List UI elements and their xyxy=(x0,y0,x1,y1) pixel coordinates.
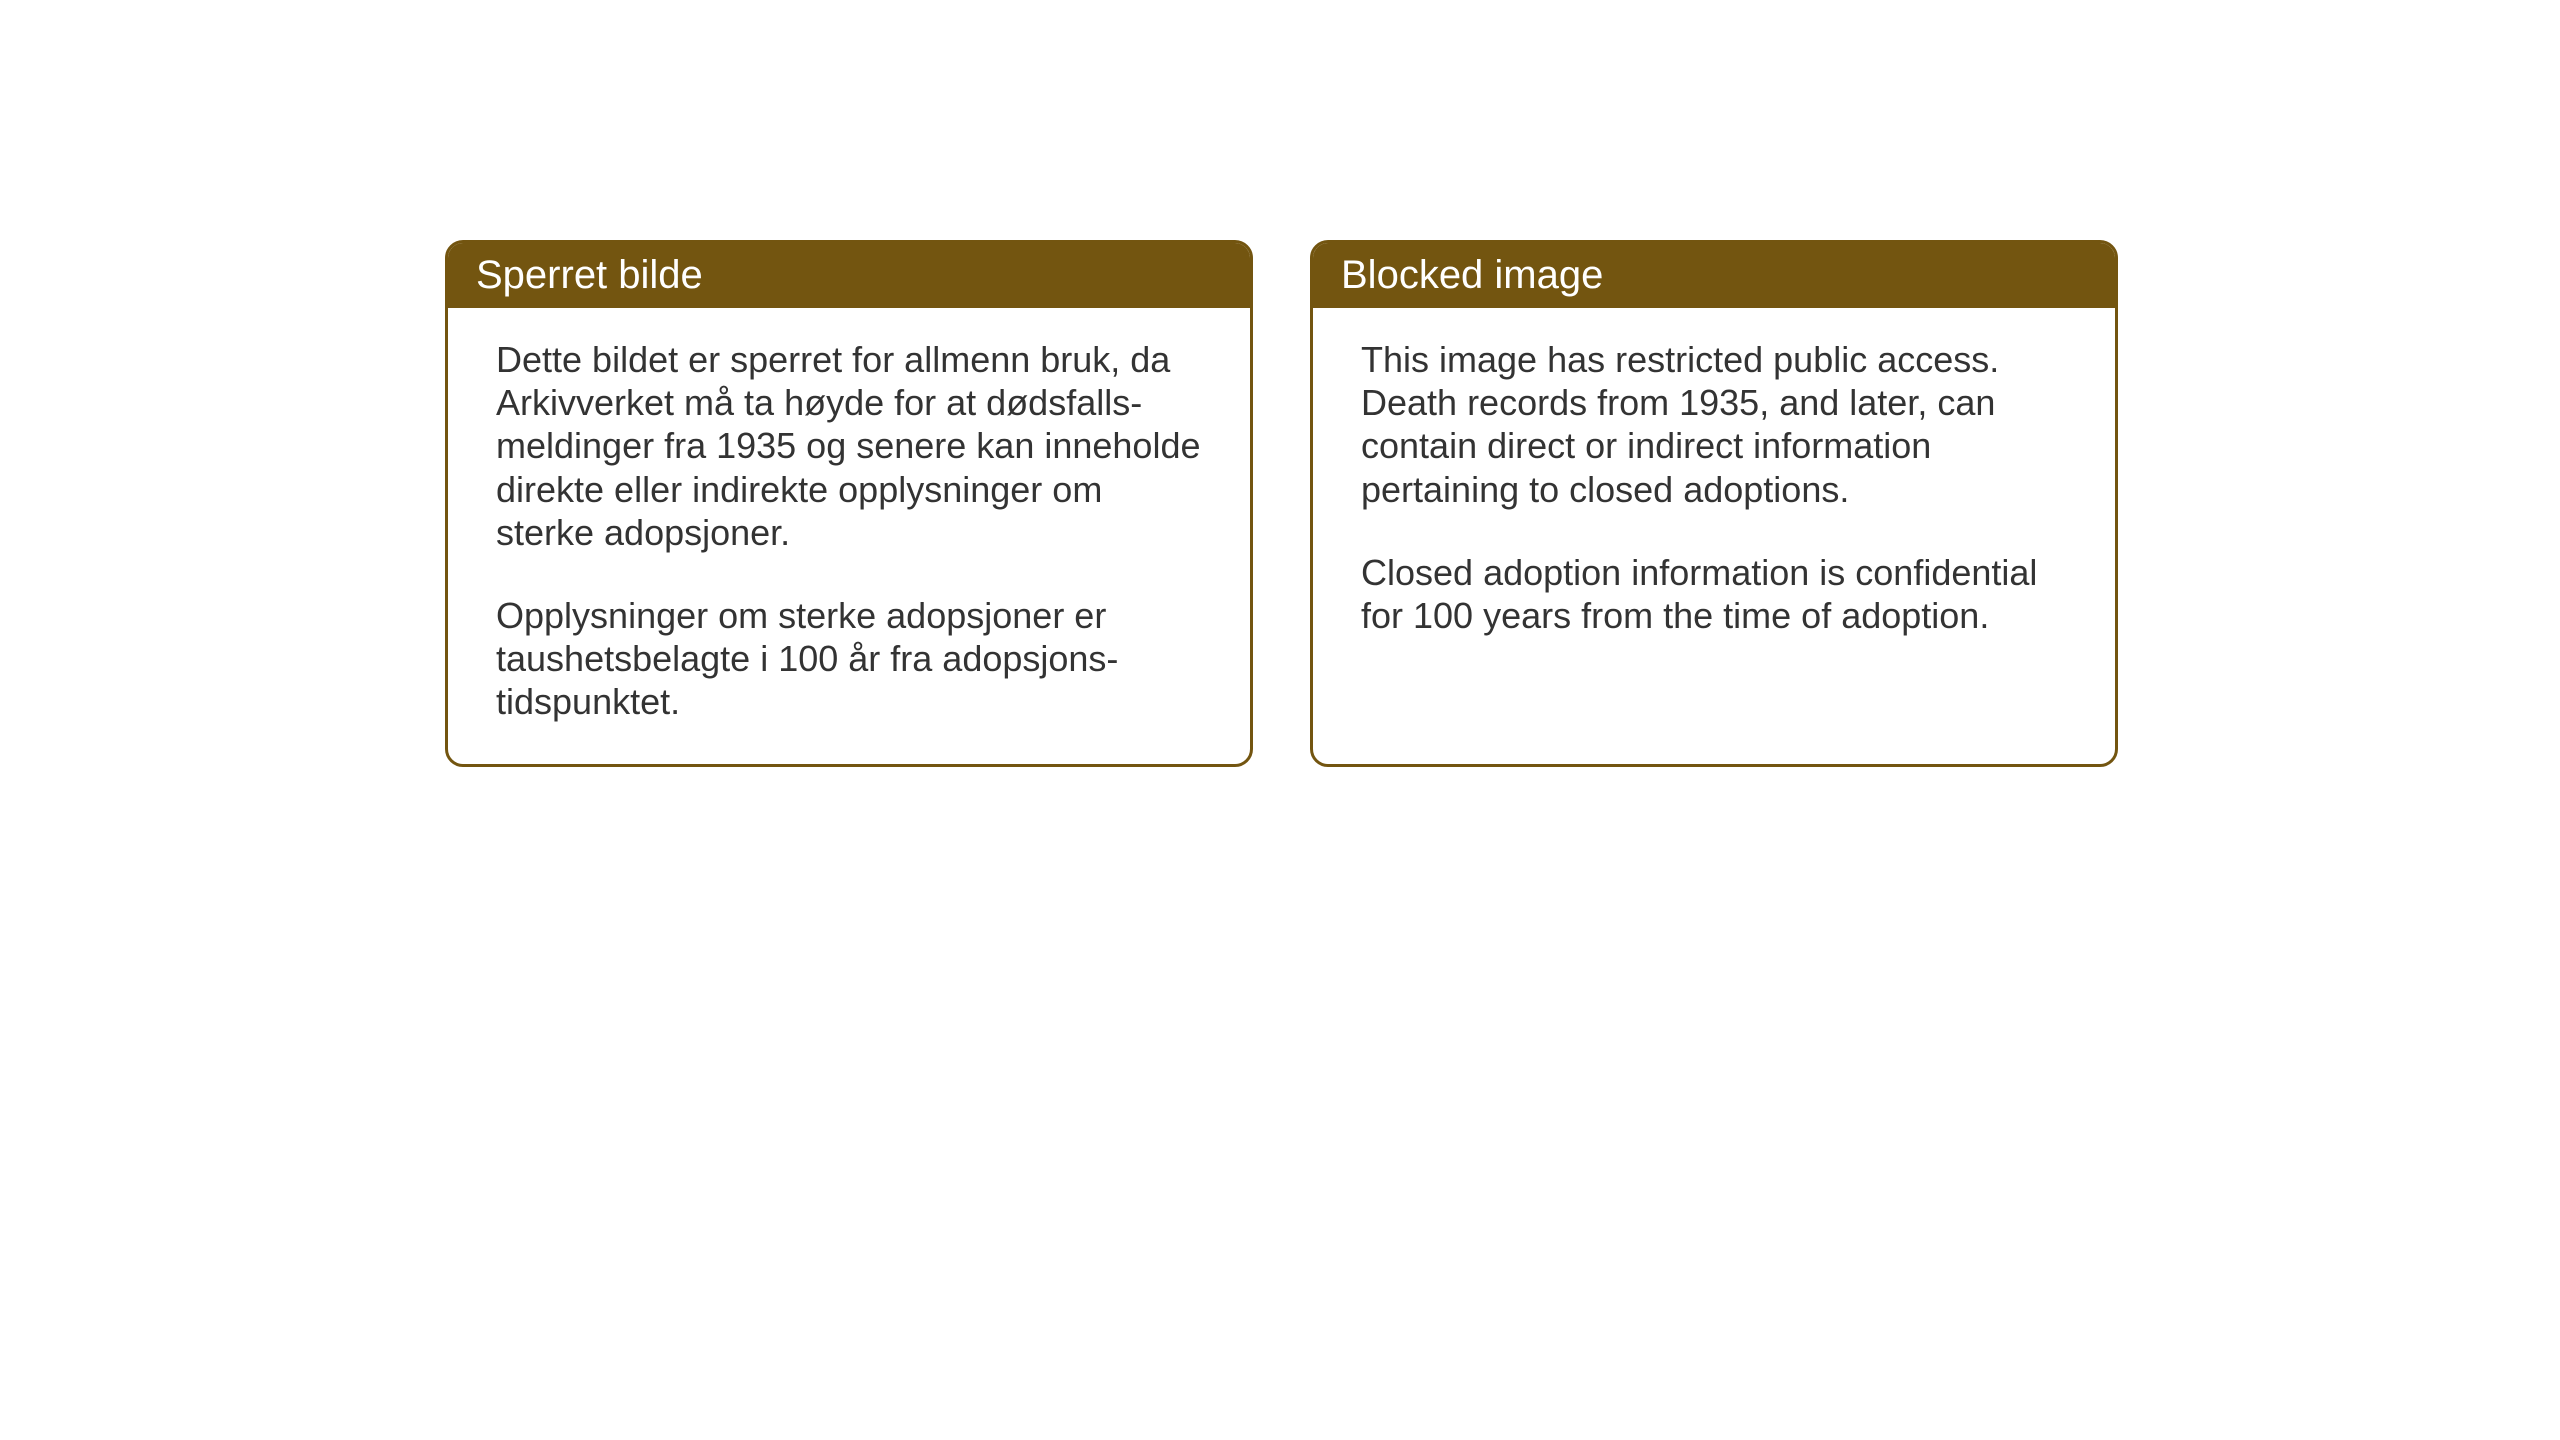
notice-container: Sperret bilde Dette bildet er sperret fo… xyxy=(445,240,2118,767)
notice-paragraph-1-english: This image has restricted public access.… xyxy=(1361,338,2075,511)
notice-header-norwegian: Sperret bilde xyxy=(448,243,1250,308)
notice-title-norwegian: Sperret bilde xyxy=(476,253,703,297)
notice-card-norwegian: Sperret bilde Dette bildet er sperret fo… xyxy=(445,240,1253,767)
notice-header-english: Blocked image xyxy=(1313,243,2115,308)
notice-paragraph-2-english: Closed adoption information is confident… xyxy=(1361,551,2075,637)
notice-title-english: Blocked image xyxy=(1341,253,1603,297)
notice-paragraph-2-norwegian: Opplysninger om sterke adopsjoner er tau… xyxy=(496,594,1210,724)
notice-body-english: This image has restricted public access.… xyxy=(1313,308,2115,677)
notice-paragraph-1-norwegian: Dette bildet er sperret for allmenn bruk… xyxy=(496,338,1210,554)
notice-body-norwegian: Dette bildet er sperret for allmenn bruk… xyxy=(448,308,1250,764)
notice-card-english: Blocked image This image has restricted … xyxy=(1310,240,2118,767)
